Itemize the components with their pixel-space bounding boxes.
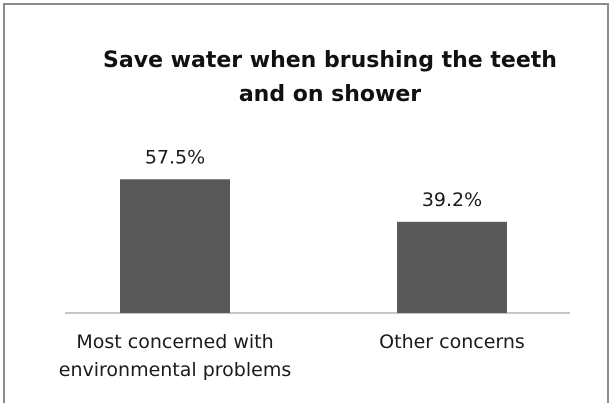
category-label-2-line-1: Other concerns (379, 331, 525, 353)
value-label-1: 57.5% (145, 146, 205, 168)
value-label-2: 39.2% (422, 189, 482, 211)
category-label-2: Other concerns (322, 328, 582, 356)
category-label-1-line-2: environmental problems (58, 359, 292, 381)
chart-title: Save water when brushing the teeth and o… (80, 44, 580, 112)
bar-2 (397, 221, 507, 313)
bars-group (120, 179, 507, 313)
chart-title-line-2: and on shower (238, 82, 422, 107)
chart-title-line-1: Save water when brushing the teeth (103, 48, 557, 73)
value-labels-group: 57.5% 39.2% (145, 146, 482, 211)
category-label-1-line-1: Most concerned with (76, 331, 274, 353)
bar-1 (120, 179, 230, 313)
category-label-1: Most concerned with environmental proble… (45, 328, 305, 384)
chart-frame (3, 3, 609, 403)
